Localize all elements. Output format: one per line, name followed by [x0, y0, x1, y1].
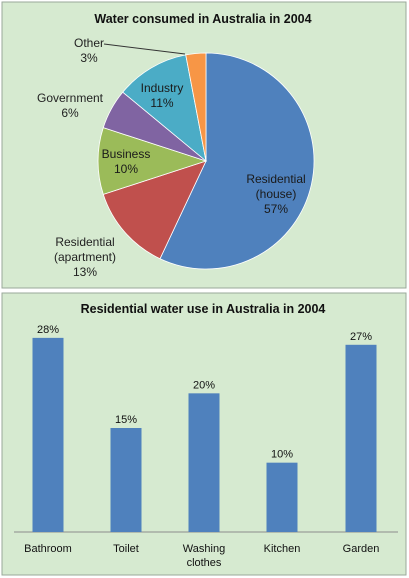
other-leader-line — [103, 43, 186, 55]
pie-label-residential-apartment-name: Residential — [55, 235, 114, 249]
bar-toilet — [110, 428, 142, 532]
pie-slices — [97, 52, 315, 270]
x-tick-label-garden: Garden — [343, 543, 380, 555]
pie-slice-residential-house — [159, 52, 315, 270]
data-label-kitchen: 10% — [271, 449, 293, 461]
pie-label-other-value: 3% — [80, 51, 98, 65]
bar-bathroom — [32, 337, 64, 532]
data-label-toilet: 15% — [115, 414, 137, 426]
pie-label-residential-apartment-name: (apartment) — [54, 250, 116, 264]
pie-slice-industry — [122, 54, 207, 163]
pie-label-residential-house-name: Residential — [246, 172, 305, 186]
pie-labels: Residential(house)57%Residential(apartme… — [37, 36, 306, 279]
bar-kitchen — [266, 462, 298, 532]
x-tick-label-kitchen: Kitchen — [264, 543, 301, 555]
x-tick-label-washing-clothes: clothes — [187, 557, 222, 569]
x-tick-label-toilet: Toilet — [113, 543, 139, 555]
pie-label-government-name: Government — [37, 91, 104, 105]
pie-label-government-value: 6% — [61, 106, 79, 120]
pie-label-industry-value: 11% — [150, 96, 173, 110]
pie-label-business-name: Business — [102, 147, 151, 161]
bar-marks: 28% Bathroom 15% Toilet 20% Washing clothes 10%… — [24, 324, 379, 569]
pie-label-residential-house-value: 57% — [264, 202, 288, 216]
bar-chart-title: Residential water use in Australia in 20… — [81, 302, 326, 316]
bar-washing-clothes — [188, 393, 220, 532]
data-label-washing-clothes: 20% — [193, 379, 215, 391]
pie-label-residential-house-name: (house) — [256, 187, 297, 201]
data-label-bathroom: 28% — [37, 324, 59, 336]
pie-slice-other — [185, 52, 207, 162]
data-label-garden: 27% — [350, 331, 372, 343]
pie-chart-title: Water consumed in Australia in 2004 — [94, 12, 311, 26]
pie-label-industry-name: Industry — [141, 81, 184, 95]
x-tick-label-bathroom: Bathroom — [24, 543, 72, 555]
pie-slice-residential-apartment — [102, 160, 207, 260]
x-tick-label-washing-clothes: Washing — [183, 543, 225, 555]
pie-label-business-value: 10% — [114, 162, 138, 176]
pie-label-residential-apartment-value: 13% — [73, 265, 97, 279]
pie-label-other-name: Other — [74, 36, 104, 50]
bar-garden — [345, 344, 377, 532]
